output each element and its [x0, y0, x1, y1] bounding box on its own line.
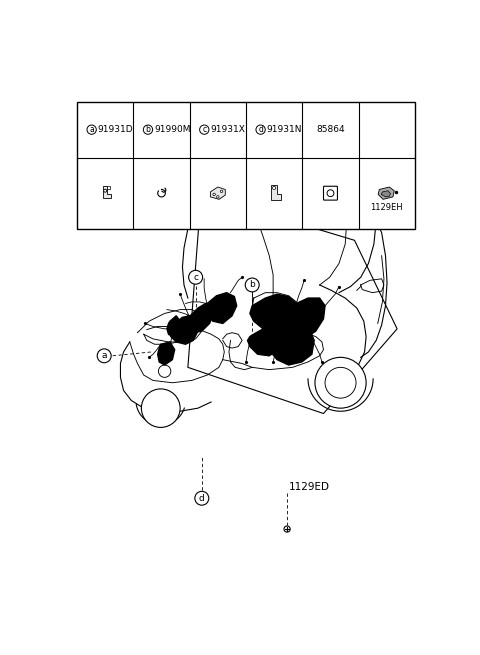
Polygon shape — [291, 298, 325, 339]
Circle shape — [87, 125, 96, 134]
Text: 91931D: 91931D — [98, 125, 133, 134]
Text: b: b — [249, 280, 255, 290]
Polygon shape — [381, 191, 391, 197]
Text: c: c — [193, 272, 198, 282]
Circle shape — [325, 367, 356, 398]
Polygon shape — [103, 187, 111, 198]
Circle shape — [142, 389, 180, 428]
Circle shape — [158, 365, 171, 377]
Circle shape — [273, 187, 276, 189]
Text: b: b — [145, 125, 150, 134]
Ellipse shape — [327, 190, 334, 196]
Text: 1129EH: 1129EH — [371, 203, 403, 212]
Circle shape — [245, 278, 259, 292]
Circle shape — [195, 491, 209, 505]
Circle shape — [256, 125, 265, 134]
Text: a: a — [89, 125, 94, 134]
Polygon shape — [271, 324, 314, 365]
Text: 91990M: 91990M — [154, 125, 191, 134]
Bar — [77, 102, 415, 229]
Circle shape — [200, 125, 209, 134]
Text: 91931N: 91931N — [267, 125, 302, 134]
Polygon shape — [250, 294, 300, 337]
Circle shape — [315, 358, 366, 408]
Text: c: c — [202, 125, 206, 134]
Circle shape — [144, 125, 153, 134]
Circle shape — [104, 189, 107, 192]
Polygon shape — [378, 187, 394, 199]
Circle shape — [213, 193, 216, 196]
Circle shape — [97, 349, 111, 363]
Polygon shape — [168, 316, 198, 345]
Polygon shape — [167, 316, 180, 337]
Circle shape — [189, 271, 203, 284]
Text: 1129ED: 1129ED — [288, 481, 330, 492]
Polygon shape — [157, 342, 175, 365]
Polygon shape — [248, 329, 281, 356]
Text: 91931X: 91931X — [210, 125, 245, 134]
Polygon shape — [186, 303, 214, 333]
Text: a: a — [101, 351, 107, 360]
Text: d: d — [199, 494, 204, 503]
Text: 85864: 85864 — [316, 125, 345, 134]
Circle shape — [220, 190, 223, 193]
Polygon shape — [271, 185, 281, 200]
Text: d: d — [258, 125, 263, 134]
Polygon shape — [210, 187, 225, 199]
Circle shape — [216, 196, 219, 198]
Polygon shape — [204, 293, 237, 324]
Circle shape — [284, 526, 290, 532]
FancyBboxPatch shape — [324, 186, 337, 200]
